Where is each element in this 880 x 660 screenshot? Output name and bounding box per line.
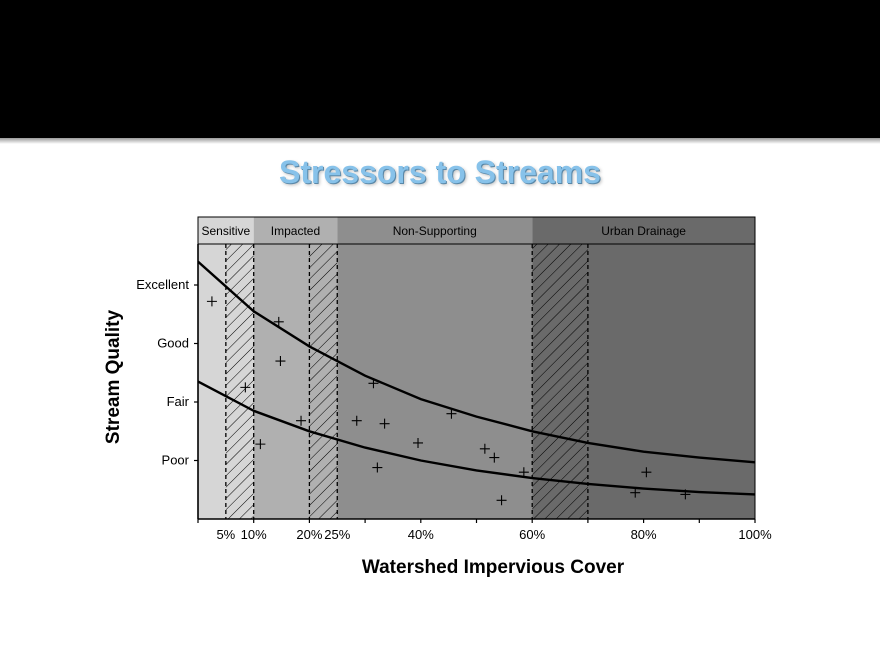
data-point-14 [496, 495, 507, 506]
data-point-5 [296, 415, 307, 426]
y-tick-label-0: Poor [162, 453, 190, 468]
data-point-6 [351, 415, 362, 426]
data-point-13 [489, 452, 500, 463]
data-point-15 [518, 467, 529, 478]
zone-2-label: Non-Supporting [393, 224, 477, 238]
data-point-17 [641, 467, 652, 478]
x-axis-label: Watershed Impervious Cover [362, 557, 625, 578]
data-point-0 [206, 296, 217, 307]
data-point-1 [240, 382, 251, 393]
y-axis-label: Stream Quality [103, 310, 124, 445]
data-point-12 [479, 443, 490, 454]
zone-1-label: Impacted [271, 224, 320, 238]
header-divider [0, 138, 880, 144]
data-point-4 [275, 356, 286, 367]
y-tick-label-3: Excellent [136, 277, 189, 292]
header-band [0, 0, 880, 138]
data-point-16 [630, 487, 641, 498]
data-point-3 [273, 316, 284, 327]
y-tick-label-2: Good [157, 336, 189, 351]
data-point-2 [255, 439, 266, 450]
x-tick-label-1: 10% [241, 527, 267, 542]
y-tick-label-1: Fair [167, 394, 190, 409]
slide-title: Stressors to Streams [279, 154, 601, 190]
data-point-8 [372, 462, 383, 473]
transition-band-1 [309, 244, 338, 519]
x-tick-label-0: 5% [216, 527, 235, 542]
zone-2-background [337, 217, 533, 519]
x-tick-label-3: 25% [324, 527, 350, 542]
data-point-18 [680, 489, 691, 500]
data-point-9 [379, 418, 390, 429]
zone-0-label: Sensitive [201, 224, 250, 238]
x-tick-label-5: 60% [519, 527, 545, 542]
lower-boundary-curve [198, 380, 755, 496]
x-tick-label-4: 40% [408, 527, 434, 542]
x-tick-label-2: 20% [296, 527, 322, 542]
zone-3-label: Urban Drainage [601, 224, 686, 238]
transition-band-0 [225, 244, 254, 519]
data-point-10 [413, 437, 424, 448]
x-tick-label-6: 80% [631, 527, 657, 542]
upper-boundary-curve [198, 260, 755, 464]
transition-band-2 [532, 244, 588, 519]
data-point-7 [368, 378, 379, 389]
data-point-11 [446, 408, 457, 419]
x-tick-label-7: 100% [738, 527, 772, 542]
